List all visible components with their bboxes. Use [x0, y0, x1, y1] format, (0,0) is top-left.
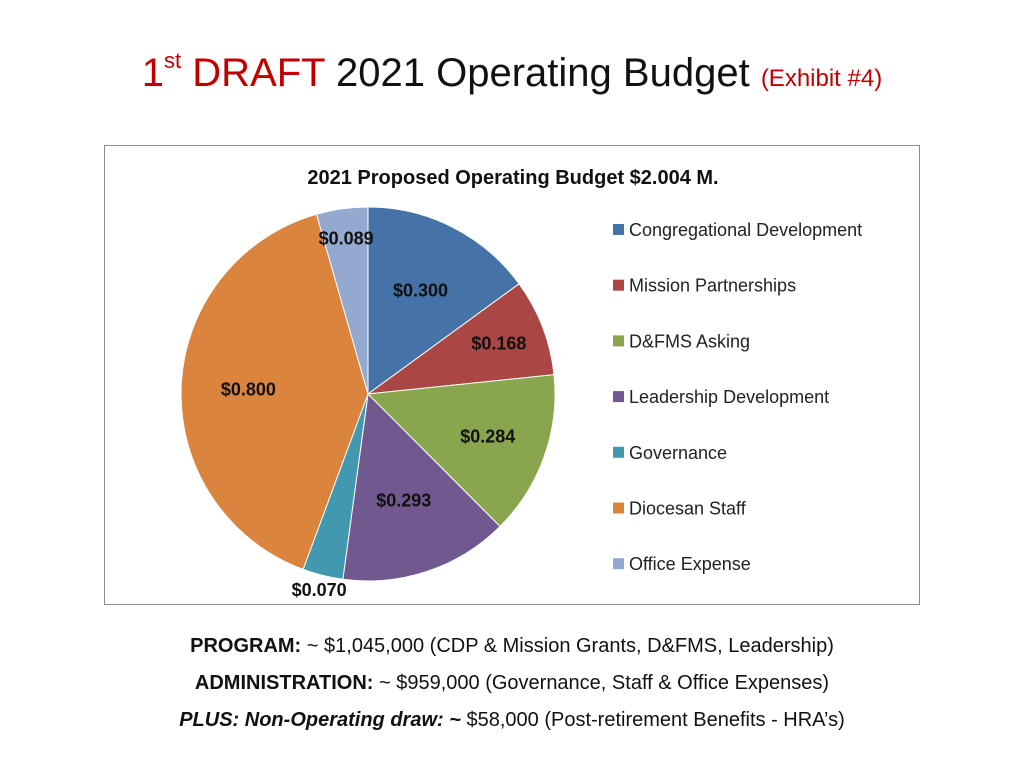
data-label-congregational-development: $0.300 — [393, 281, 448, 301]
data-label-diocesan-staff: $0.800 — [221, 379, 276, 399]
data-label-mission-partnerships: $0.168 — [471, 334, 526, 354]
pie-slice-congregational-development — [367, 206, 520, 395]
title-ordinal: 1 — [141, 51, 165, 95]
legend-label-congregational-development: Congregational Development — [629, 220, 862, 240]
program-label: PROGRAM: — [190, 635, 302, 657]
summary-administration: ADMINISTRATION: ~ $959,000 (Governance, … — [0, 670, 1024, 696]
summary-program: PROGRAM: ~ $1,045,000 (CDP & Mission Gra… — [0, 633, 1024, 659]
legend-label-dandfms-asking: D&FMS Asking — [629, 331, 750, 351]
admin-label: ADMINISTRATION: — [194, 672, 374, 694]
program-text: ~ $1,045,000 (CDP & Mission Grants, D&FM… — [301, 635, 834, 657]
legend-swatch-leadership-development — [613, 391, 624, 403]
legend-swatch-governance — [613, 446, 624, 458]
plus-text: $58,000 (Post-retirement Benefits - HRA’… — [460, 709, 845, 731]
chart-frame: 2021 Proposed Operating Budget $2.004 M.… — [104, 145, 920, 605]
legend-swatch-diocesan-staff — [613, 502, 624, 514]
legend-label-leadership-development: Leadership Development — [629, 387, 829, 407]
title-main: 2021 Operating Budget — [336, 51, 750, 95]
data-label-governance: $0.070 — [292, 580, 347, 600]
legend-swatch-dandfms-asking — [613, 335, 624, 347]
title-exhibit: (Exhibit #4) — [760, 65, 883, 92]
plus-label: PLUS: Non-Operating draw: ~ — [179, 709, 461, 731]
title-superscript: st — [164, 48, 182, 73]
data-label-dandfms-asking: $0.284 — [460, 427, 515, 447]
data-label-leadership-development: $0.293 — [376, 490, 431, 510]
legend-label-mission-partnerships: Mission Partnerships — [629, 276, 796, 296]
chart-title: 2021 Proposed Operating Budget $2.004 M. — [307, 167, 718, 189]
legend-label-diocesan-staff: Diocesan Staff — [629, 499, 747, 519]
pie-slice-leadership-development — [342, 392, 501, 582]
pie-slice-diocesan-staff — [180, 213, 369, 571]
pie-slice-dandfms-asking — [366, 374, 556, 528]
legend-swatch-congregational-development — [613, 224, 624, 235]
pie-slice-office-expense — [315, 206, 369, 395]
summary-non-operating: PLUS: Non-Operating draw: ~ $58,000 (Pos… — [0, 707, 1024, 733]
data-label-office-expense: $0.089 — [319, 228, 374, 248]
admin-text: ~ $959,000 (Governance, Staff & Office E… — [373, 672, 830, 694]
title-draft: DRAFT — [192, 51, 325, 95]
slide-title: 1st DRAFT 2021 Operating Budget (Exhibit… — [0, 46, 1024, 106]
legend-swatch-mission-partnerships — [613, 279, 624, 291]
pie-slice-mission-partnerships — [366, 283, 555, 395]
legend-swatch-office-expense — [613, 558, 624, 570]
legend-label-governance: Governance — [629, 443, 727, 463]
pie-chart: 2021 Proposed Operating Budget $2.004 M.… — [180, 167, 862, 600]
legend-label-office-expense: Office Expense — [629, 554, 751, 574]
